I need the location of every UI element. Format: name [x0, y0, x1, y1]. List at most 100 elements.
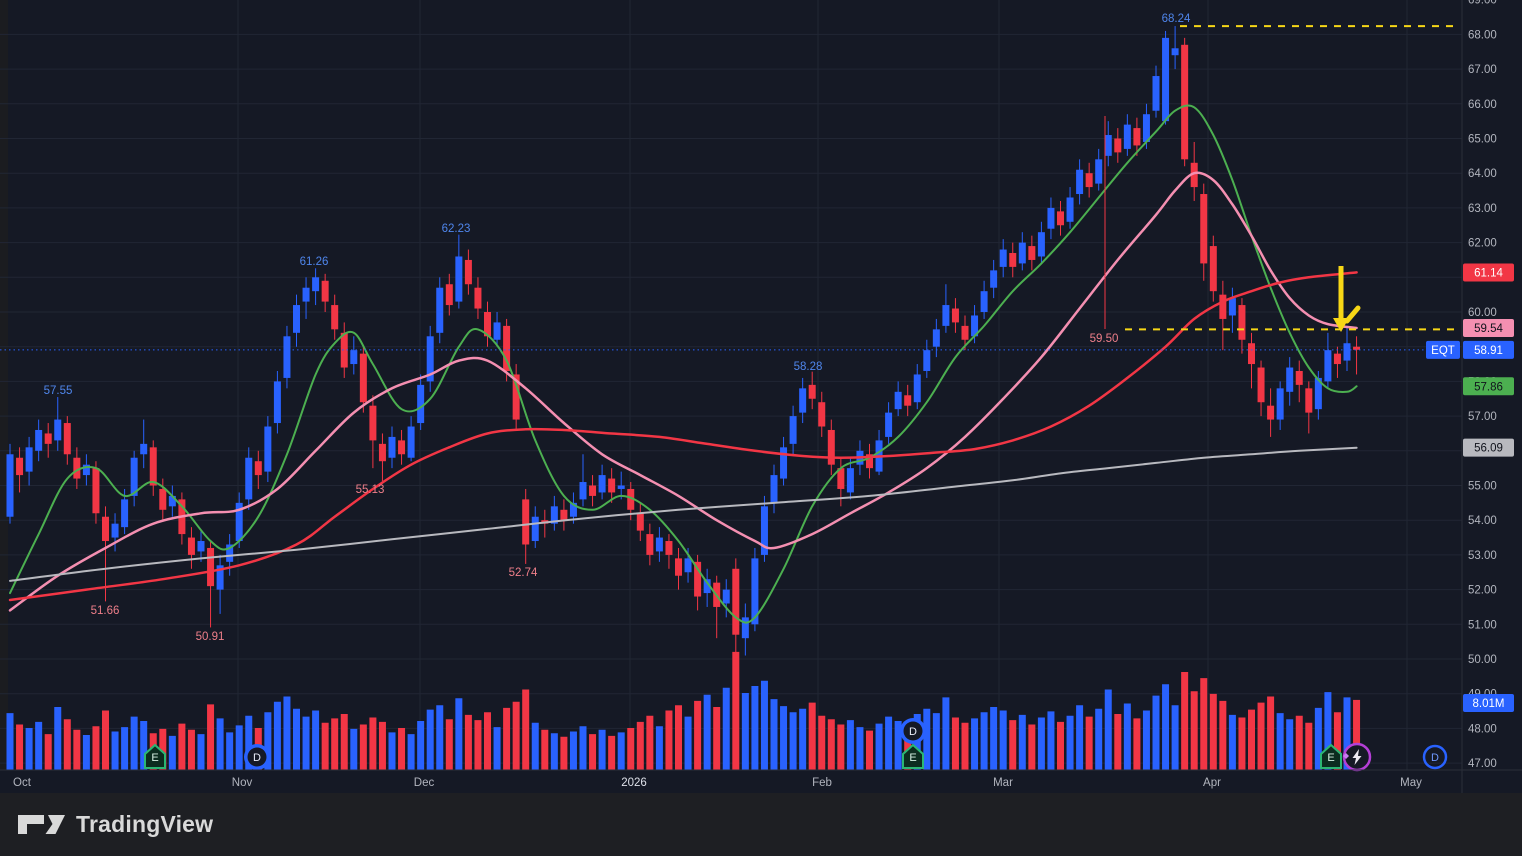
volume-bar	[197, 734, 205, 770]
candle	[665, 541, 673, 555]
candle	[235, 502, 243, 542]
volume-bar	[207, 704, 215, 770]
chart-background	[0, 0, 1522, 793]
volume-bar	[312, 710, 320, 770]
volume-bar	[484, 712, 491, 770]
candle	[1353, 346, 1361, 350]
badge-earnings[interactable]: E	[144, 743, 166, 769]
volume-bar	[980, 712, 988, 770]
volume-bar	[82, 735, 90, 770]
volume-bar	[856, 727, 864, 770]
event-badges: E D D E E D	[144, 718, 1448, 772]
symbol-tag-box[interactable]	[1426, 340, 1460, 359]
volume-bar	[589, 734, 597, 770]
moving-averages	[8, 104, 1358, 624]
time-axis[interactable]: Oct Nov Dec 2026 Feb Mar Apr May	[13, 777, 1422, 789]
chart-plot-area[interactable]	[0, 0, 1462, 770]
volume-bar	[359, 724, 367, 770]
candle	[1028, 246, 1036, 260]
volume-bar	[226, 732, 234, 770]
volume-bar	[713, 707, 721, 770]
candle	[159, 488, 167, 510]
axis-box-59.54[interactable]	[1463, 318, 1514, 337]
volume-bar	[54, 707, 62, 770]
candle	[436, 287, 444, 333]
candle	[350, 350, 358, 365]
candle	[1228, 298, 1236, 316]
price-tick-label: 63.00	[1468, 203, 1497, 215]
volume-bar	[770, 699, 778, 770]
arrow-drawing-head[interactable]	[1333, 318, 1349, 332]
axis-box-56.09[interactable]	[1463, 438, 1514, 457]
axis-box-8.01M[interactable]	[1463, 694, 1514, 712]
volume-bar	[799, 708, 807, 770]
volume-bar	[1324, 692, 1332, 770]
candle	[369, 405, 377, 441]
price-tick-label: 66.00	[1468, 99, 1497, 111]
candle	[1142, 114, 1150, 142]
dividend-outline-letter: D	[1431, 752, 1439, 764]
volume-bar	[808, 702, 816, 770]
arrow-drawing-diagonal[interactable]	[1344, 305, 1361, 324]
badge-earnings[interactable]: E	[1320, 743, 1342, 769]
badge-dividend[interactable]: D	[900, 718, 926, 744]
volume-bar	[35, 721, 43, 770]
volume-bar	[951, 717, 959, 770]
candle	[359, 353, 367, 403]
earnings-icon	[144, 743, 166, 769]
candle	[971, 315, 979, 337]
volume-bar	[102, 710, 109, 770]
badge-flash[interactable]	[1342, 742, 1372, 772]
left-edge-strip	[0, 0, 8, 770]
candle	[426, 336, 434, 382]
candle	[1238, 305, 1246, 340]
price-tick-label: 65.00	[1468, 134, 1497, 146]
tradingview-logo-icon[interactable]	[18, 814, 66, 835]
volume-bar	[531, 722, 539, 770]
axis-box-61.14[interactable]	[1463, 263, 1514, 282]
volume-bar	[168, 735, 176, 770]
volume-bar	[560, 736, 568, 770]
volume-bar	[942, 697, 950, 770]
axis-box-label: 58.91	[1474, 345, 1503, 357]
volume-bar	[130, 716, 138, 770]
candle	[579, 482, 587, 500]
chart-footer: TradingView	[0, 793, 1522, 856]
volume-bar	[760, 680, 768, 770]
volume-bar	[121, 727, 129, 770]
candle	[331, 305, 339, 330]
volume-bar	[407, 734, 415, 770]
time-tick-Apr: Apr	[1203, 777, 1221, 789]
volume-bar	[885, 716, 893, 770]
candle	[1114, 138, 1122, 153]
candle	[512, 374, 520, 420]
candle	[751, 558, 759, 625]
volume-bar	[1314, 707, 1322, 770]
candle	[1009, 253, 1017, 267]
axis-box-58.91[interactable]	[1463, 340, 1514, 359]
volume-bar	[579, 726, 587, 770]
volume-bar	[1162, 684, 1170, 770]
volume-bar	[63, 719, 71, 770]
volume-histogram	[6, 651, 1361, 770]
candle	[54, 419, 62, 441]
tradingview-logo-text[interactable]: TradingView	[76, 811, 214, 837]
candle	[312, 277, 320, 292]
candle	[73, 457, 81, 479]
pivot-label-51.66: 51.66	[91, 605, 120, 617]
price-chart-plot[interactable]: 57.55 51.66 50.91 61.26 55.13 62.23 52.74 58.28…	[0, 0, 1522, 793]
candle	[942, 305, 950, 326]
volume-bar	[1076, 705, 1084, 770]
volume-bar	[1085, 716, 1093, 770]
candle	[732, 568, 740, 635]
axis-box-57.86[interactable]	[1463, 377, 1514, 396]
candle	[6, 454, 14, 517]
dividend-letter: D	[253, 752, 261, 764]
badge-dividend-outline[interactable]: D	[1422, 744, 1448, 770]
user-drawings[interactable]	[1104, 25, 1460, 332]
badge-earnings[interactable]: E	[902, 743, 924, 769]
badge-dividend[interactable]: D	[244, 744, 270, 770]
candle	[388, 436, 396, 458]
price-tick-label: 64.00	[1468, 168, 1497, 180]
price-tick-label: 53.00	[1468, 550, 1497, 562]
